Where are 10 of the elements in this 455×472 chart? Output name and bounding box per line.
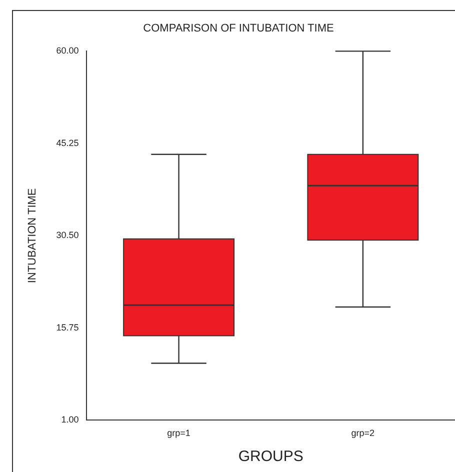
x-tick-label: grp=1: [167, 428, 190, 438]
y-tick-label: 15.75: [56, 322, 79, 332]
y-axis-title: INTUBATION TIME: [26, 188, 39, 284]
y-tick-label: 30.50: [56, 230, 79, 240]
y-tick-label: 45.25: [56, 138, 79, 148]
y-tick-label: 1.00: [61, 414, 79, 425]
chart-title: COMPARISON OF INTUBATION TIME: [143, 22, 334, 35]
x-tick-label: grp=2: [351, 428, 375, 438]
x-axis-title: GROUPS: [238, 448, 304, 466]
y-tick-label: 60.00: [56, 46, 79, 56]
